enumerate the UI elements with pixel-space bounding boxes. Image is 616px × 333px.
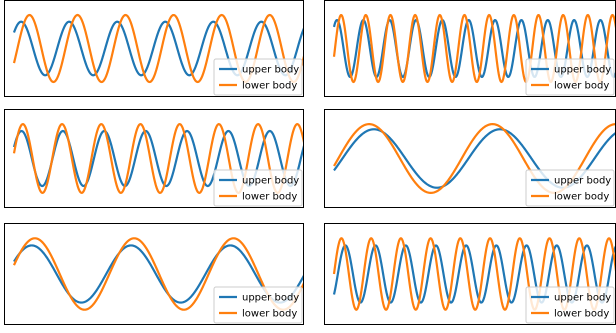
legend: upper body lower body — [525, 169, 615, 207]
plot-area — [12, 123, 304, 194]
legend-label: lower body — [242, 309, 297, 320]
legend-label: upper body — [242, 176, 299, 187]
legend-label: lower body — [554, 192, 609, 203]
legend-label: lower body — [242, 192, 297, 203]
series-line-lower-body — [12, 13, 304, 84]
legend: upper body lower body — [213, 58, 303, 96]
legend-label: upper body — [242, 65, 299, 76]
series-line-lower-body — [12, 123, 304, 194]
axes-frame — [4, 109, 304, 208]
axes-frame — [4, 0, 304, 97]
legend-label: upper body — [554, 65, 611, 76]
chart-panel-2: upper body lower body — [324, 0, 616, 97]
legend-label: upper body — [554, 176, 611, 187]
series-line-upper-body — [12, 129, 304, 188]
legend-label: upper body — [554, 293, 611, 304]
series-line-upper-body — [13, 244, 304, 304]
chart-panel-4: upper body lower body — [324, 109, 616, 208]
plot-area — [12, 13, 304, 84]
legend-label: lower body — [554, 309, 609, 320]
chart-panel-3: upper body lower body — [4, 109, 304, 208]
legend: upper body lower body — [525, 58, 615, 96]
plot-area — [13, 237, 304, 311]
legend: upper body lower body — [525, 286, 615, 324]
axes-frame — [4, 223, 304, 325]
chart-panel-1: upper body lower body — [4, 0, 304, 97]
series-line-lower-body — [332, 237, 616, 311]
legend: upper body lower body — [213, 169, 303, 207]
series-line-lower-body — [13, 237, 304, 311]
legend: upper body lower body — [213, 286, 303, 324]
series-line-upper-body — [332, 18, 616, 79]
legend-label: upper body — [242, 293, 299, 304]
legend-label: lower body — [242, 81, 297, 92]
legend-label: lower body — [554, 81, 609, 92]
chart-panel-6: upper body lower body — [324, 223, 616, 325]
series-line-upper-body — [12, 20, 304, 77]
chart-panel-5: upper body lower body — [4, 223, 304, 325]
